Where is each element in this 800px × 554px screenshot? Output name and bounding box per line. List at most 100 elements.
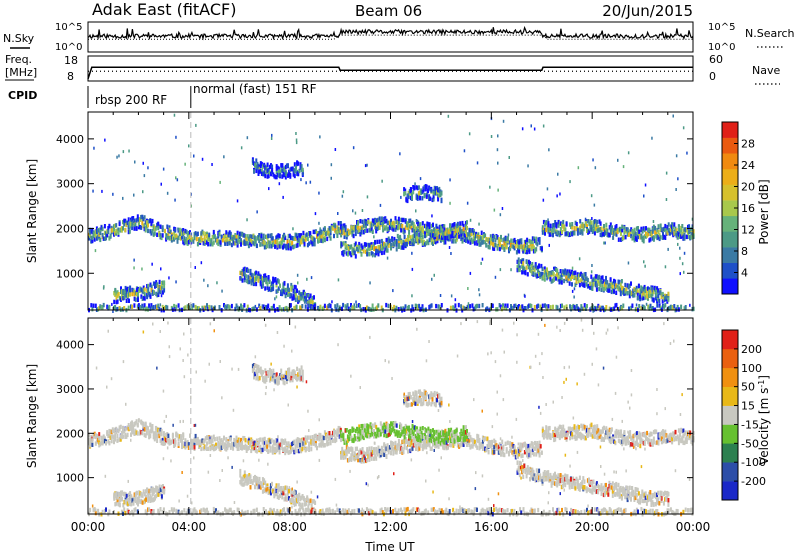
- echo-cell: [455, 235, 458, 240]
- echo-cell: [300, 293, 302, 297]
- echo-cell: [243, 275, 246, 280]
- echo-cell: [377, 433, 380, 438]
- echo-cell: [416, 185, 419, 191]
- echo-cell: [131, 217, 134, 223]
- echo-cell: [98, 440, 101, 445]
- echo-cell: [419, 437, 422, 443]
- echo-cell: [464, 229, 467, 234]
- echo-cell: [380, 423, 383, 429]
- echo-cell: [505, 306, 508, 311]
- echo-cell: [185, 240, 188, 245]
- echo-cell: [356, 446, 358, 451]
- echo-cell: [470, 437, 473, 442]
- echo-cell: [362, 223, 365, 228]
- echo-cell: [207, 306, 210, 312]
- echo-cell: [617, 158, 619, 162]
- echo-cell: [295, 304, 298, 309]
- echo-cell: [270, 244, 273, 249]
- echo-cell: [314, 433, 317, 438]
- echo-cell: [431, 277, 433, 281]
- echo-cell: [442, 444, 445, 449]
- echo-cell: [250, 448, 253, 454]
- echo-cell: [358, 245, 361, 250]
- echo-cell: [174, 440, 177, 445]
- echo-cell: [481, 443, 484, 449]
- echo-cell: [469, 228, 472, 233]
- echo-cell: [383, 422, 386, 427]
- echo-cell: [552, 223, 554, 228]
- echo-cell: [255, 440, 258, 446]
- echo-cell: [384, 243, 387, 248]
- echo-cell: [126, 287, 129, 292]
- echo-cell: [434, 229, 437, 234]
- echo-cell: [345, 445, 348, 450]
- echo-cell: [411, 234, 414, 240]
- echo-cell: [411, 432, 414, 438]
- echo-cell: [223, 235, 225, 240]
- echo-cell: [125, 222, 128, 228]
- echo-cell: [531, 444, 534, 449]
- echo-cell: [157, 290, 160, 295]
- echo-cell: [221, 238, 224, 243]
- echo-cell: [612, 306, 615, 312]
- echo-cell: [528, 449, 531, 455]
- echo-cell: [88, 437, 90, 442]
- echo-cell: [578, 282, 581, 288]
- echo-cell: [236, 230, 239, 236]
- echo-cell: [154, 425, 157, 431]
- nsearch-label: N.Search: [745, 27, 795, 40]
- echo-cell: [287, 450, 290, 455]
- echo-cell: [589, 224, 592, 230]
- echo-cell: [570, 224, 573, 229]
- echo-cell: [498, 442, 501, 447]
- echo-cell: [254, 271, 256, 276]
- echo-cell: [394, 445, 397, 450]
- echo-cell: [258, 169, 261, 174]
- echo-cell: [117, 227, 119, 231]
- echo-cell: [407, 439, 409, 444]
- echo-cell: [264, 275, 267, 281]
- echo-cell: [147, 228, 149, 234]
- echo-cell: [288, 233, 291, 239]
- echo-cell: [399, 447, 402, 452]
- echo-cell: [419, 222, 422, 227]
- echo-cell: [473, 306, 476, 311]
- echo-cell: [168, 225, 171, 230]
- echo-cell: [419, 230, 422, 235]
- echo-cell: [433, 188, 436, 193]
- echo-cell: [509, 448, 512, 453]
- echo-cell: [298, 295, 301, 300]
- echo-cell: [203, 305, 206, 310]
- echo-cell: [278, 233, 281, 239]
- echo-cell: [683, 251, 686, 255]
- echo-cell: [495, 443, 498, 448]
- echo-cell: [240, 146, 243, 150]
- echo-cell: [518, 245, 521, 250]
- echo-cell: [671, 224, 674, 230]
- echo-cell: [337, 226, 340, 232]
- echo-cell: [113, 299, 116, 305]
- echo-cell: [536, 446, 539, 451]
- echo-cell: [690, 232, 693, 237]
- echo-cell: [573, 274, 576, 279]
- echo-cell: [157, 221, 160, 227]
- echo-cell: [345, 440, 348, 445]
- echo-cell: [245, 446, 248, 451]
- echo-cell: [219, 440, 222, 445]
- echo-cell: [489, 234, 492, 239]
- echo-cell: [420, 434, 423, 439]
- echo-cell: [680, 304, 683, 309]
- echo-cell: [602, 279, 605, 284]
- echo-cell: [425, 194, 428, 199]
- echo-cell: [168, 227, 171, 232]
- echo-cell: [133, 218, 136, 223]
- y-tick-label: 4000: [56, 133, 84, 146]
- echo-cell: [120, 289, 122, 295]
- echo-cell: [500, 445, 502, 450]
- echo-cell: [568, 272, 571, 278]
- echo-cell: [665, 198, 668, 201]
- echo-cell: [507, 233, 510, 237]
- echo-cell: [251, 239, 254, 244]
- echo-cell: [662, 231, 664, 237]
- echo-cell: [391, 428, 394, 433]
